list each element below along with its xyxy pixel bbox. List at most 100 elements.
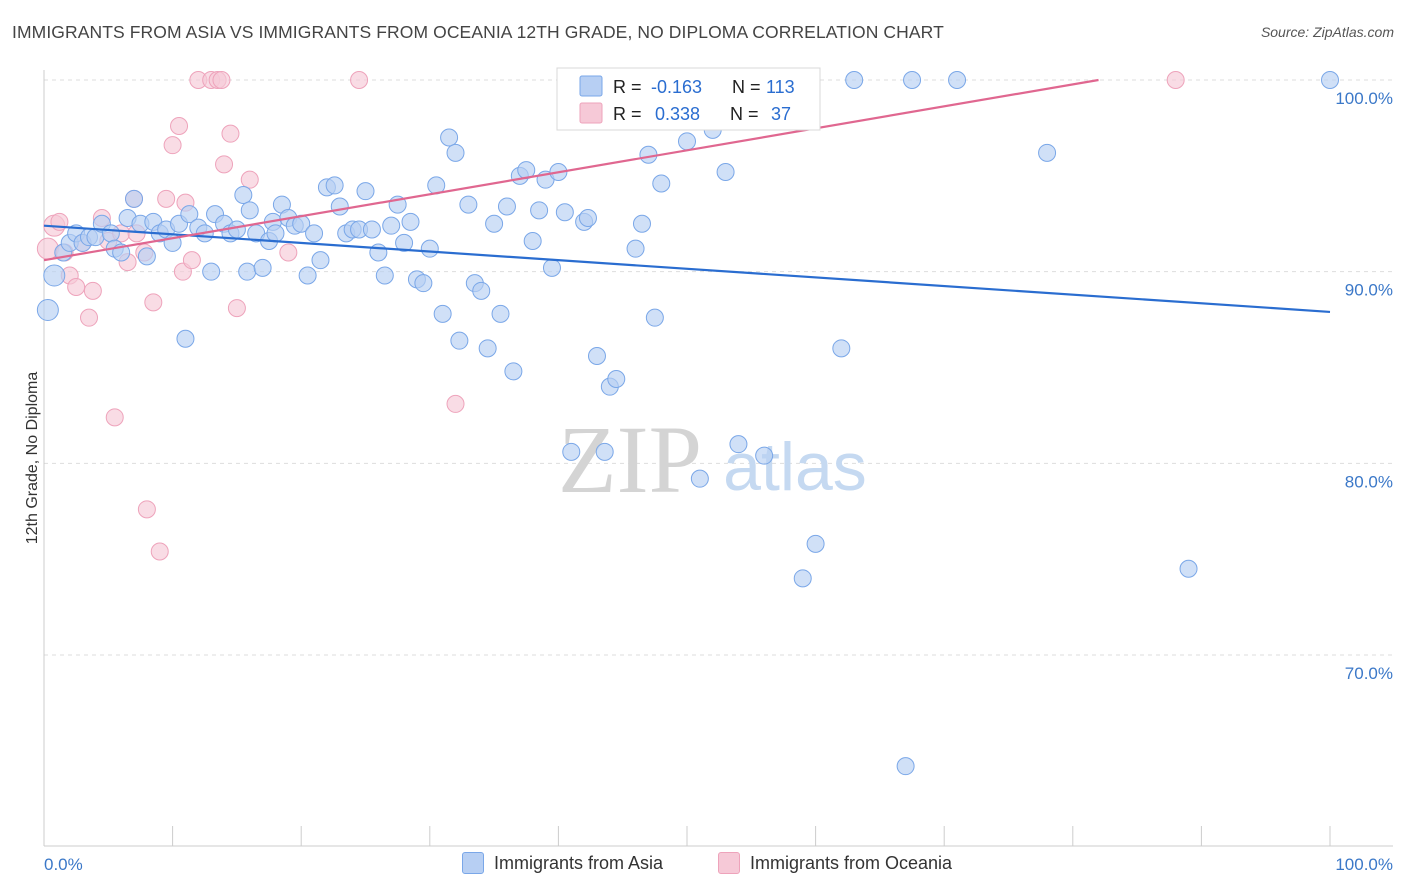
stats-r-value-oceania: 0.338	[655, 104, 700, 124]
point-asia-72	[491, 304, 510, 323]
stats-swatch-asia	[579, 75, 603, 97]
y-axis-title: 12th Grade, No Diploma	[24, 372, 41, 545]
point-asia-110	[1038, 143, 1057, 162]
point-asia-97	[690, 469, 709, 488]
point-asia-32	[240, 201, 259, 220]
point-oceania-22	[170, 117, 189, 135]
point-asia-54	[375, 266, 394, 285]
point-asia-105	[832, 339, 851, 358]
point-oceania-35	[350, 71, 369, 89]
point-oceania-8	[83, 281, 102, 300]
y-tick-label-3: 100.0%	[1335, 89, 1393, 108]
point-asia-0	[36, 299, 59, 321]
trend-layer	[43, 78, 1331, 314]
point-oceania-29	[212, 71, 231, 89]
point-asia-108	[903, 71, 922, 89]
x-tick-label-max: 100.0%	[1335, 855, 1393, 874]
point-asia-70	[478, 339, 497, 358]
point-asia-1	[43, 264, 66, 287]
point-asia-73	[497, 197, 516, 216]
point-oceania-33	[240, 170, 259, 189]
point-asia-51	[356, 182, 375, 201]
point-oceania-37	[1166, 71, 1185, 89]
point-asia-21	[176, 329, 195, 348]
stats-r-label-oceania: R =	[613, 104, 642, 124]
bottom-legend: Immigrants from Asia Immigrants from Oce…	[0, 852, 1406, 880]
point-asia-67	[459, 195, 478, 214]
point-asia-64	[440, 128, 459, 147]
y-tick-label-0: 70.0%	[1345, 664, 1393, 683]
point-asia-52	[362, 220, 381, 239]
stats-n-value-oceania: 37	[771, 104, 791, 124]
point-asia-106	[845, 71, 864, 89]
point-oceania-34	[279, 243, 298, 262]
point-oceania-18	[144, 293, 163, 312]
point-asia-86	[587, 347, 606, 365]
stats-n-value-asia: 113	[766, 77, 795, 97]
point-oceania-17	[137, 500, 156, 519]
watermark: ZIP atlas	[558, 406, 867, 513]
point-oceania-31	[221, 124, 240, 143]
point-asia-92	[632, 214, 651, 233]
stats-n-label-asia: N =	[732, 77, 761, 97]
axis-layer	[43, 70, 1393, 847]
source-label: Source: ZipAtlas.com	[1260, 24, 1394, 40]
point-asia-109	[948, 71, 967, 89]
point-asia-43	[305, 224, 324, 243]
point-asia-93	[639, 145, 658, 164]
point-asia-89	[607, 370, 626, 388]
point-asia-95	[652, 174, 671, 193]
legend-label-oceania: Immigrants from Oceania	[750, 852, 953, 873]
watermark-atlas: atlas	[723, 429, 867, 505]
legend-item-asia: Immigrants from Asia	[462, 852, 663, 874]
point-asia-65	[446, 143, 465, 162]
point-asia-42	[298, 266, 317, 285]
point-oceania-20	[157, 189, 176, 208]
trendline-oceania	[43, 78, 1099, 262]
point-oceania-32	[227, 299, 246, 318]
legend-swatch-oceania	[718, 852, 740, 874]
point-asia-58	[401, 212, 420, 231]
point-asia-103	[793, 569, 812, 588]
point-oceania-36	[446, 394, 465, 413]
point-oceania-19	[150, 542, 169, 561]
watermark-zip: ZIP	[558, 406, 702, 513]
point-asia-111	[1179, 559, 1198, 578]
point-asia-25	[202, 262, 221, 281]
point-asia-15	[137, 247, 156, 266]
point-asia-102	[755, 446, 774, 465]
point-asia-78	[530, 201, 549, 220]
point-asia-94	[645, 308, 664, 327]
point-asia-55	[382, 216, 401, 235]
point-asia-29	[227, 220, 246, 239]
point-asia-87	[595, 442, 614, 461]
trendline-asia	[43, 224, 1331, 314]
x-tick-label-min: 0.0%	[44, 855, 83, 874]
point-asia-71	[485, 214, 504, 233]
point-asia-47	[330, 197, 349, 216]
legend-item-oceania: Immigrants from Oceania	[718, 852, 952, 874]
legend-label-asia: Immigrants from Asia	[494, 852, 664, 873]
point-asia-30	[234, 186, 253, 204]
point-oceania-30	[215, 155, 234, 174]
point-asia-101	[729, 435, 748, 454]
point-asia-77	[523, 232, 542, 250]
stats-r-label-asia: R =	[613, 77, 642, 97]
point-oceania-5	[67, 278, 86, 296]
point-oceania-21	[163, 136, 182, 155]
point-asia-9	[101, 224, 120, 243]
legend-swatch-asia	[462, 852, 484, 874]
point-oceania-7	[80, 308, 99, 327]
stats-swatch-oceania	[579, 102, 603, 124]
points-layer	[36, 71, 1339, 776]
stats-r-value-asia: -0.163	[651, 77, 702, 97]
stats-n-label-oceania: N =	[730, 104, 759, 124]
point-asia-46	[325, 176, 344, 195]
point-asia-63	[433, 304, 452, 323]
point-asia-53	[369, 243, 388, 262]
point-asia-22	[180, 205, 199, 224]
point-asia-44	[311, 251, 330, 270]
point-asia-69	[472, 281, 491, 300]
point-asia-99	[716, 163, 735, 181]
